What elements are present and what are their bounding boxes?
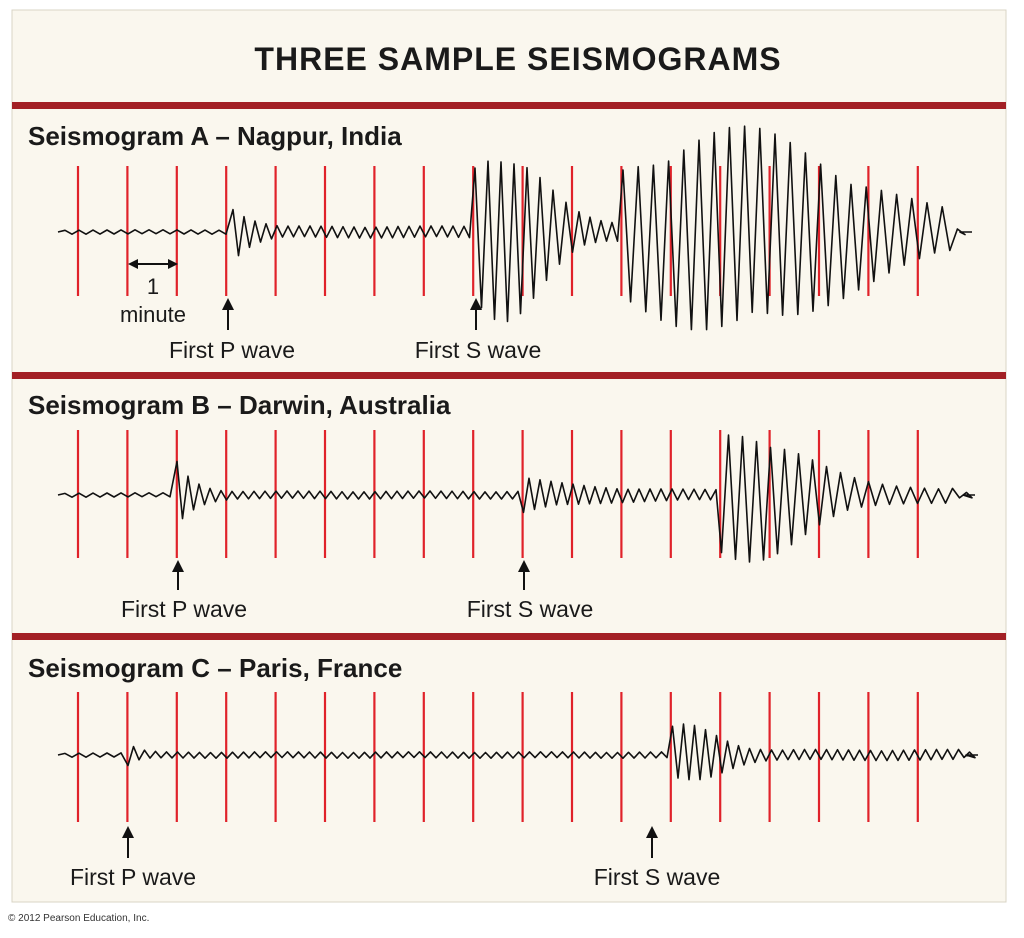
divider-a-b [12, 372, 1006, 379]
up-arrow-icon [470, 298, 482, 310]
seismogram-b: Seismogram B – Darwin, Australia First P… [28, 390, 975, 622]
first-s-wave-label-b: First S wave [467, 596, 594, 622]
first-p-wave-marker-c: First P wave [70, 826, 196, 890]
scale-arrow-right-icon [168, 259, 178, 269]
minute-marks-c [76, 692, 919, 822]
divider-top [12, 102, 1006, 109]
up-arrow-icon [122, 826, 134, 838]
seismogram-c-heading: Seismogram C – Paris, France [28, 653, 402, 683]
seismogram-a: Seismogram A – Nagpur, India 1 minute Fi… [28, 121, 972, 363]
first-s-wave-marker-c: First S wave [594, 826, 721, 890]
first-p-wave-marker-b: First P wave [121, 560, 247, 622]
seismogram-c: Seismogram C – Paris, France First P wav… [28, 653, 978, 890]
divider-b-c [12, 633, 1006, 640]
seismogram-b-trace [57, 434, 975, 563]
one-minute-scale: 1 minute [120, 259, 186, 327]
up-arrow-icon [518, 560, 530, 572]
first-p-wave-label-b: First P wave [121, 596, 247, 622]
up-arrow-icon [172, 560, 184, 572]
first-s-wave-label-c: First S wave [594, 864, 721, 890]
first-s-wave-label-a: First S wave [415, 337, 542, 363]
scale-unit: minute [120, 302, 186, 327]
up-arrow-icon [222, 298, 234, 310]
seismogram-a-trace [57, 125, 972, 331]
seismogram-a-heading: Seismogram A – Nagpur, India [28, 121, 402, 151]
first-s-wave-marker-b: First S wave [467, 560, 594, 622]
first-s-wave-marker-a: First S wave [415, 298, 542, 363]
seismogram-b-heading: Seismogram B – Darwin, Australia [28, 390, 451, 420]
copyright-notice: © 2012 Pearson Education, Inc. [8, 913, 150, 924]
seismogram-c-trace [57, 723, 978, 781]
scale-arrow-left-icon [128, 259, 138, 269]
first-p-wave-label-c: First P wave [70, 864, 196, 890]
scale-number: 1 [147, 274, 159, 299]
first-p-wave-marker-a: First P wave [169, 298, 295, 363]
figure-title: THREE SAMPLE SEISMOGRAMS [254, 41, 781, 77]
up-arrow-icon [646, 826, 658, 838]
first-p-wave-label-a: First P wave [169, 337, 295, 363]
